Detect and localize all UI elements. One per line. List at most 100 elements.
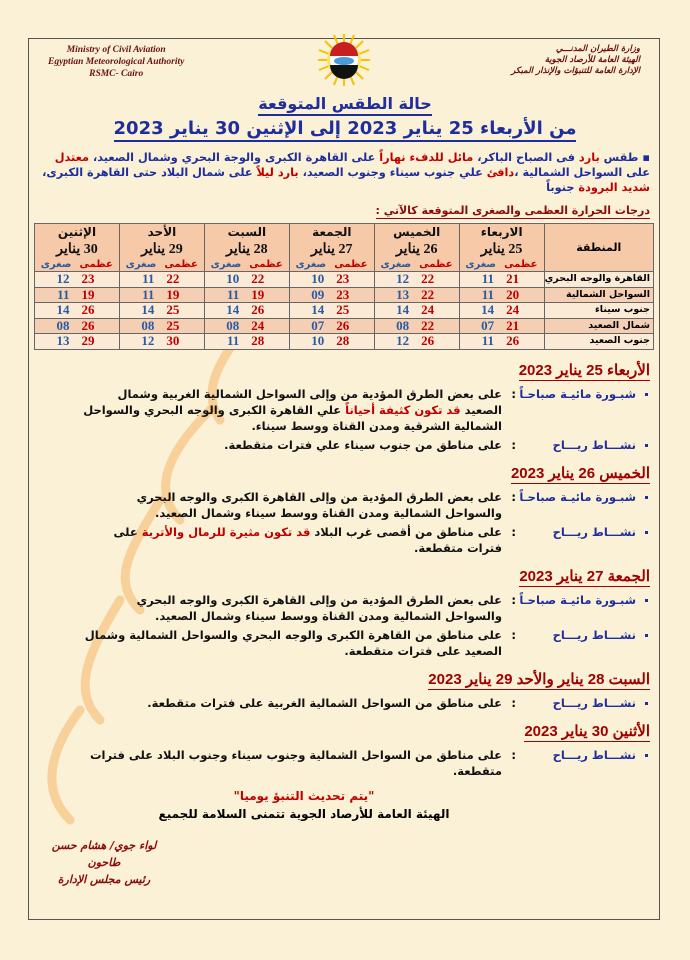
text-segment: قد تكون مثيرة للرمال والأتربة [141, 524, 311, 539]
header-ar-line: الهيئة العامة للأرصاد الجوية [544, 55, 640, 65]
min-temp: 07 [458, 317, 501, 334]
colon: : [511, 524, 516, 539]
max-label: عظمى [75, 258, 120, 272]
forecast-item: نشـــاط ريـــاح: على مناطق من جنوب سيناء … [34, 437, 650, 453]
text-segment: على مناطق من القاهرة الكبرى والوجه البحر… [84, 627, 502, 658]
forecast-section: الجمعة 27 يناير 2023 شبـورة مائيـة صباحـا… [34, 566, 650, 659]
forecast-day-heading: الخميس 26 يناير 2023 [510, 464, 650, 484]
phenomenon-label: نشـــاط ريـــاح [516, 747, 650, 779]
temperature-table: المنطقة الاربعاء 25 يناير الخميس 26 يناير الج… [34, 223, 655, 350]
colon: : [511, 592, 516, 607]
text-segment: مائل للدفء نهاراً [379, 151, 474, 164]
text-segment: على مناطق من السواحل الشمالية وجنوب سينا… [89, 747, 502, 778]
signature: لواء جوي/ هشام حسن طاحون رئيس مجلس الإدا… [34, 837, 174, 888]
forecast-heading-row: الجمعة 27 يناير 2023 [34, 566, 650, 592]
text-segment: على مناطق من السواحل الشمالية الغربية عل… [147, 695, 502, 710]
day-header: الاربعاء 25 يناير [458, 223, 545, 258]
max-temp: 23 [330, 271, 375, 288]
colon: : [511, 695, 516, 710]
text-segment: بارد ليلاً [256, 166, 299, 179]
max-label: عظمى [245, 258, 290, 272]
day-date: 30 يناير [56, 242, 98, 257]
header-ar-line: الإدارة العامة للتنبؤات والإنذار المبكر [511, 66, 640, 76]
min-temp: 12 [34, 271, 76, 288]
forecast-heading-row: الخميس 26 يناير 2023 [34, 463, 650, 489]
max-temp: 23 [330, 286, 375, 303]
max-temp: 19 [160, 286, 205, 303]
min-label: صغرى [458, 258, 501, 272]
max-temp: 22 [160, 271, 205, 288]
min-temp: 09 [288, 286, 331, 303]
max-temp: 26 [75, 317, 120, 334]
min-temp: 08 [373, 317, 416, 334]
text-segment: على القاهرة الكبرى والوجة البحري وشمال ا… [89, 151, 380, 164]
max-temp: 21 [500, 271, 545, 288]
region-name: شمال الصعيد [543, 317, 655, 334]
min-temp: 11 [458, 286, 501, 303]
text-segment: قد تكون كثيفة أحياناً [345, 402, 461, 417]
phenomenon-label: نشـــاط ريـــاح [516, 437, 650, 453]
day-header: السبت 28 يناير [203, 223, 290, 258]
closing-wish: الهيئة العامة للأرصاد الجوية تتمنى السلا… [158, 806, 450, 821]
min-temp: 11 [34, 286, 76, 303]
max-temp: 22 [415, 286, 460, 303]
max-temp: 21 [500, 317, 545, 334]
text-segment: على شمال البلاد حتى القاهرة الكبرى، [42, 166, 257, 179]
text-segment: فى الصباح الباكر، [473, 151, 579, 164]
phenomenon-description: على مناطق من جنوب سيناء علي فترات متقطعة… [82, 437, 502, 453]
forecast-day-heading: الأربعاء 25 يناير 2023 [518, 361, 650, 381]
page-subtitle: من الأربعاء 25 يناير 2023 إلى الإثنين 30… [0, 118, 690, 142]
max-temp: 29 [75, 333, 120, 350]
ema-logo-icon [318, 34, 370, 86]
max-temp: 26 [245, 302, 290, 319]
max-temp: 28 [330, 333, 375, 350]
min-temp: 12 [373, 333, 416, 350]
intro-paragraph: ▪ طقس بارد فى الصباح الباكر، مائل للدفء … [42, 151, 650, 194]
day-name: الجمعة [312, 225, 352, 239]
region-name: القاهرة والوجه البحري [543, 271, 655, 288]
signature-name: لواء جوي/ هشام حسن طاحون [51, 838, 157, 869]
phenomenon-description: على بعض الطرق المؤدية من وإلى القاهرة ال… [82, 489, 502, 521]
forecast-section: الأثنين 30 يناير 2023 نشـــاط ريـــاح: على… [34, 721, 650, 779]
forecast-day-heading: الأثنين 30 يناير 2023 [524, 722, 650, 742]
forecast-item: نشـــاط ريـــاح: على مناطق من أقصى غرب ال… [34, 524, 650, 556]
day-name: الاربعاء [480, 225, 523, 239]
min-temp: 10 [288, 333, 331, 350]
min-temp: 10 [203, 271, 246, 288]
forecast-day-heading: السبت 28 يناير والأحد 29 يناير 2023 [428, 670, 650, 690]
region-header: المنطقة [543, 223, 655, 272]
region-name: جنوب الصعيد [543, 333, 655, 350]
min-temp: 14 [34, 302, 76, 319]
signature-title: رئيس مجلس الإدارة [57, 872, 151, 886]
text-segment: معتدل [54, 151, 90, 164]
min-temp: 14 [203, 302, 246, 319]
min-temp: 08 [203, 317, 246, 334]
day-date: 27 يناير [311, 242, 353, 257]
forecast-sections: الأربعاء 25 يناير 2023 شبـورة مائيـة صباح… [34, 360, 654, 779]
max-temp: 19 [75, 286, 120, 303]
colon: : [511, 489, 516, 504]
day-name: السبت [227, 225, 267, 239]
forecast-section: السبت 28 يناير والأحد 29 يناير 2023 نشـــ… [34, 669, 650, 711]
region-name: السواحل الشمالية [543, 286, 655, 303]
table-row: جنوب الصعيد 26 11 26 12 28 10 28 11 30 12 29 13 [34, 333, 655, 350]
min-temp: 07 [288, 317, 331, 334]
max-temp: 26 [330, 317, 375, 334]
phenomenon-description: على بعض الطرق المؤدية من وإلى القاهرة ال… [82, 592, 502, 624]
min-temp: 11 [118, 286, 161, 303]
text-segment: شديد البرودة [578, 181, 650, 194]
max-temp: 24 [245, 317, 290, 334]
day-header: الجمعة 27 يناير [288, 223, 375, 258]
min-label: صغرى [34, 258, 76, 272]
min-temp: 12 [373, 271, 416, 288]
forecast-heading-row: الأربعاء 25 يناير 2023 [34, 360, 650, 386]
min-label: صغرى [288, 258, 331, 272]
colon: : [511, 386, 516, 401]
forecast-section: الخميس 26 يناير 2023 شبـورة مائيـة صباحـا… [34, 463, 650, 556]
page-title-text: حالة الطقس المتوقعة [258, 94, 432, 116]
day-name: الخميس [393, 225, 441, 239]
min-temp: 14 [373, 302, 416, 319]
min-temp: 08 [118, 317, 161, 334]
max-temp: 25 [160, 317, 205, 334]
min-label: صغرى [203, 258, 246, 272]
